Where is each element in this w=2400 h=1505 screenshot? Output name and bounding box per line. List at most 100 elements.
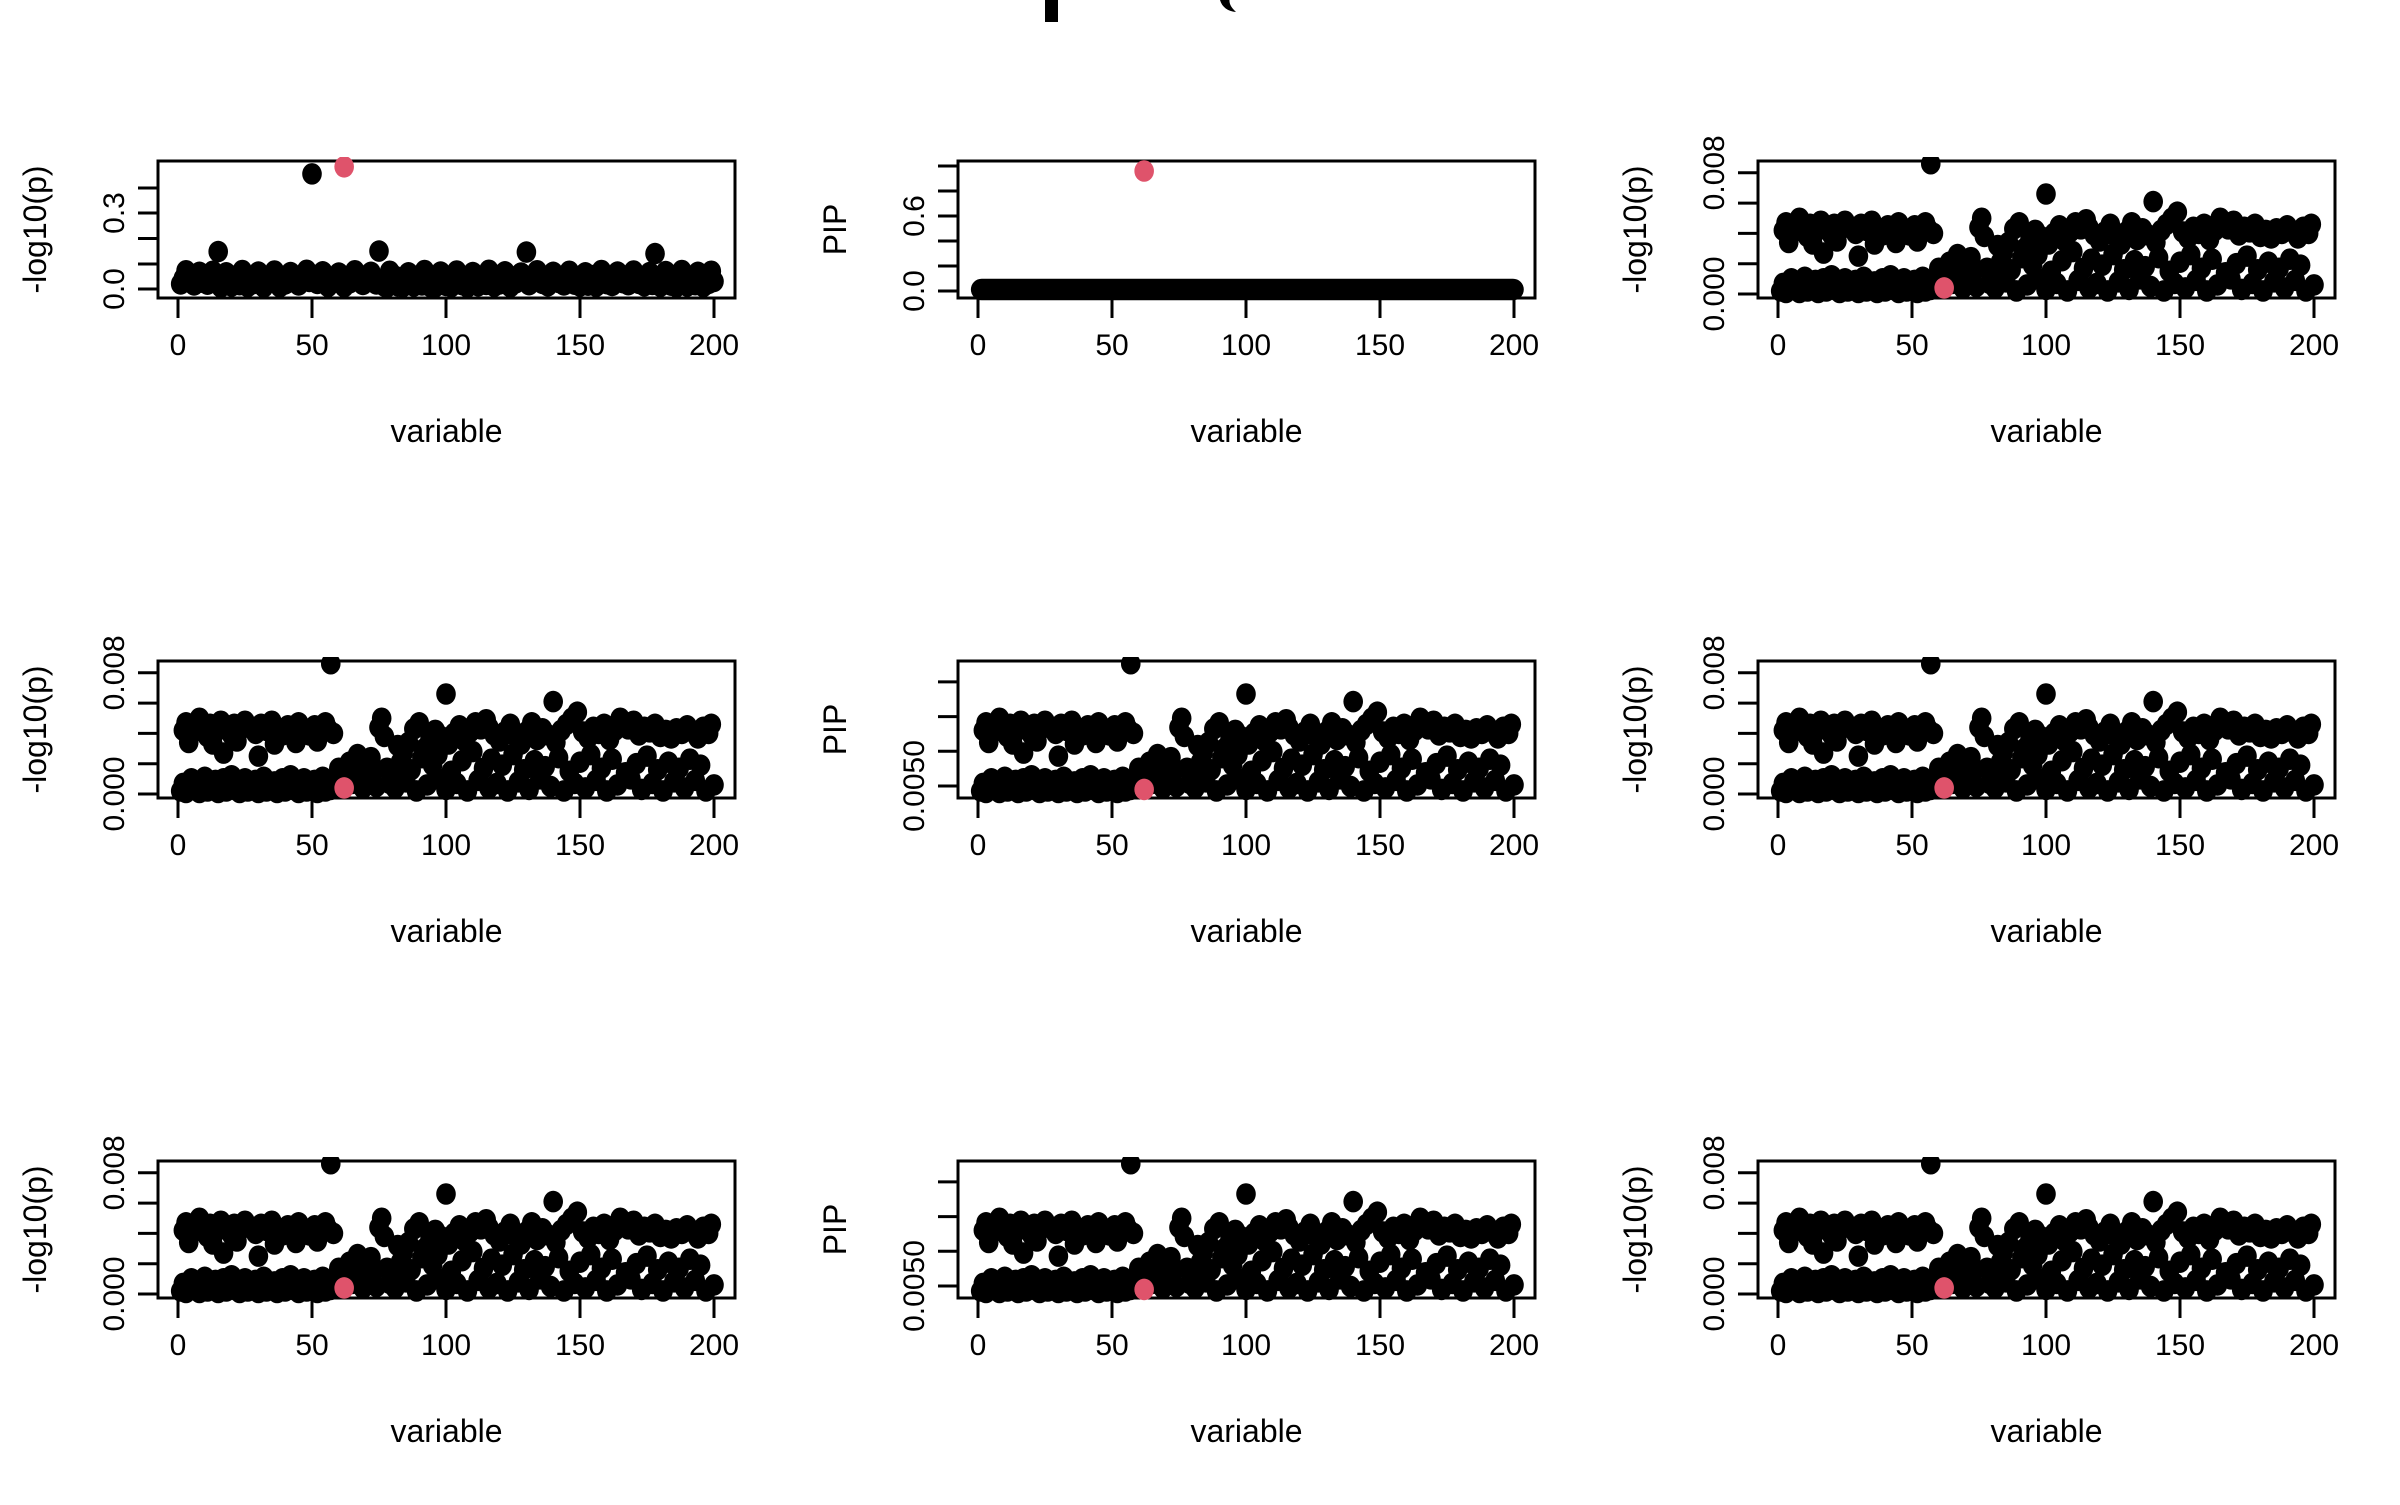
data-point xyxy=(1209,1211,1229,1234)
x-axis-title: variable xyxy=(1190,1413,1302,1449)
data-point xyxy=(1120,657,1141,675)
data-point xyxy=(1343,1190,1363,1213)
data-point xyxy=(1171,707,1192,730)
points-layer xyxy=(1770,1157,2324,1304)
data-point xyxy=(2036,183,2056,205)
data-point xyxy=(567,701,588,723)
data-point xyxy=(1778,731,1799,754)
x-tick-label: 0 xyxy=(970,1329,987,1362)
x-tick-label: 0 xyxy=(970,329,987,362)
data-point xyxy=(1228,1243,1248,1266)
data-point xyxy=(436,683,456,705)
scatter-panel-p6: 0 50 100 150 200 variable 0.000 0.008 -log10(p) xyxy=(1600,500,2400,1000)
data-point xyxy=(2036,683,2056,705)
data-point xyxy=(1402,1248,1422,1270)
data-point xyxy=(543,1190,563,1213)
data-point xyxy=(516,241,537,263)
y-axis-title: -log10(p) xyxy=(1617,1165,1653,1293)
plot-svg-p9: 0 50 100 150 200 variable 0.000 0.008 -log10(p) xyxy=(1617,1135,2339,1449)
data-point xyxy=(2063,240,2083,263)
data-point xyxy=(2167,701,2188,723)
data-point xyxy=(323,1222,344,1245)
data-point xyxy=(1923,1222,1944,1245)
x-tick-label: 0 xyxy=(170,1329,187,1362)
data-point xyxy=(1303,1243,1323,1266)
plot-svg-p8: 0 50 100 150 200 variable 0.0050 PIP xyxy=(817,1157,1539,1449)
data-point xyxy=(1864,233,1885,255)
data-point xyxy=(323,722,344,745)
highlighted-point xyxy=(1134,1278,1154,1301)
y-axis-title: -log10(p) xyxy=(17,1165,53,1293)
points-layer xyxy=(170,157,724,298)
y-axis-title: -log10(p) xyxy=(1617,165,1653,293)
data-point xyxy=(1120,1157,1141,1175)
data-point xyxy=(2301,713,2322,736)
data-point xyxy=(1923,222,1944,245)
data-point xyxy=(1971,707,1992,730)
x-tick-label: 100 xyxy=(2021,829,2071,862)
x-tick-label: 200 xyxy=(2289,1329,2339,1362)
data-point xyxy=(1778,231,1799,254)
x-axis-title: variable xyxy=(390,913,502,949)
x-tick-label: 200 xyxy=(689,329,739,362)
y-axis-title: -log10(p) xyxy=(1617,665,1653,793)
data-point xyxy=(178,731,199,754)
scatter-panel-p8: 0 50 100 150 200 variable 0.0050 PIP xyxy=(800,1000,1600,1500)
x-tick-label: 50 xyxy=(295,329,328,362)
x-tick-label: 0 xyxy=(1770,829,1787,862)
plot-svg-p4: 0 50 100 150 200 variable 0.000 0.008 -log10(p) xyxy=(17,635,739,949)
x-tick-label: 100 xyxy=(421,1329,471,1362)
data-point xyxy=(2143,190,2163,213)
plot-svg-p2: 0 50 100 150 200 variable 0.0 0.6 PIP xyxy=(817,159,1539,449)
data-point xyxy=(2202,748,2222,770)
scatter-panel-p7: 0 50 100 150 200 variable 0.000 0.008 -log10(p) xyxy=(0,1000,800,1500)
points-layer xyxy=(170,1157,724,1304)
data-point xyxy=(701,713,722,736)
data-point xyxy=(1236,1183,1256,1205)
highlighted-point xyxy=(334,157,354,178)
y-axis-title: -log10(p) xyxy=(17,165,53,293)
data-point xyxy=(2009,211,2029,234)
data-point xyxy=(1209,711,1229,734)
data-point xyxy=(1343,690,1363,713)
y-tick-label: 0.008 xyxy=(1698,1135,1731,1210)
y-tick-label: 0.000 xyxy=(1698,256,1731,331)
plot-svg-p5: 0 50 100 150 200 variable 0.0050 PIP xyxy=(817,657,1539,949)
data-point xyxy=(1048,1245,1069,1267)
x-tick-label: 200 xyxy=(689,829,739,862)
scatter-panel-p3: 0 50 100 150 200 variable 0.000 0.008 -log10(p) xyxy=(1600,0,2400,500)
data-point xyxy=(213,1242,234,1264)
data-point xyxy=(567,1201,588,1223)
x-tick-label: 100 xyxy=(421,829,471,862)
data-point xyxy=(264,1233,285,1255)
data-point xyxy=(1086,1231,1106,1254)
data-point xyxy=(2167,201,2188,223)
x-axis-title: variable xyxy=(390,413,502,449)
data-point xyxy=(178,1231,199,1254)
data-point xyxy=(1923,722,1944,745)
x-tick-label: 0 xyxy=(970,829,987,862)
data-point xyxy=(1064,1233,1085,1255)
data-point xyxy=(1920,157,1941,175)
x-tick-label: 50 xyxy=(1095,329,1128,362)
x-tick-label: 50 xyxy=(1095,829,1128,862)
x-tick-label: 100 xyxy=(421,329,471,362)
scatter-panel-p2: 0 50 100 150 200 variable 0.0 0.6 PIP xyxy=(800,0,1600,500)
plot-svg-p3: 0 50 100 150 200 variable 0.000 0.008 -log10(p) xyxy=(1617,135,2339,449)
y-tick-label: 0.000 xyxy=(1698,756,1731,831)
data-point xyxy=(1907,1230,1928,1252)
data-point xyxy=(2143,1190,2163,1213)
data-point xyxy=(2167,1201,2188,1223)
data-point xyxy=(645,242,665,265)
data-point xyxy=(503,1243,523,1266)
data-point xyxy=(2063,740,2083,763)
highlighted-point xyxy=(1134,160,1154,182)
data-point xyxy=(1303,743,1323,766)
x-tick-label: 100 xyxy=(2021,329,2071,362)
data-point xyxy=(2304,274,2324,296)
data-point xyxy=(463,1240,483,1263)
scatter-panel-p5: 0 50 100 150 200 variable 0.0050 PIP xyxy=(800,500,1600,1000)
data-point xyxy=(1813,1242,1834,1264)
x-tick-label: 0 xyxy=(1770,329,1787,362)
